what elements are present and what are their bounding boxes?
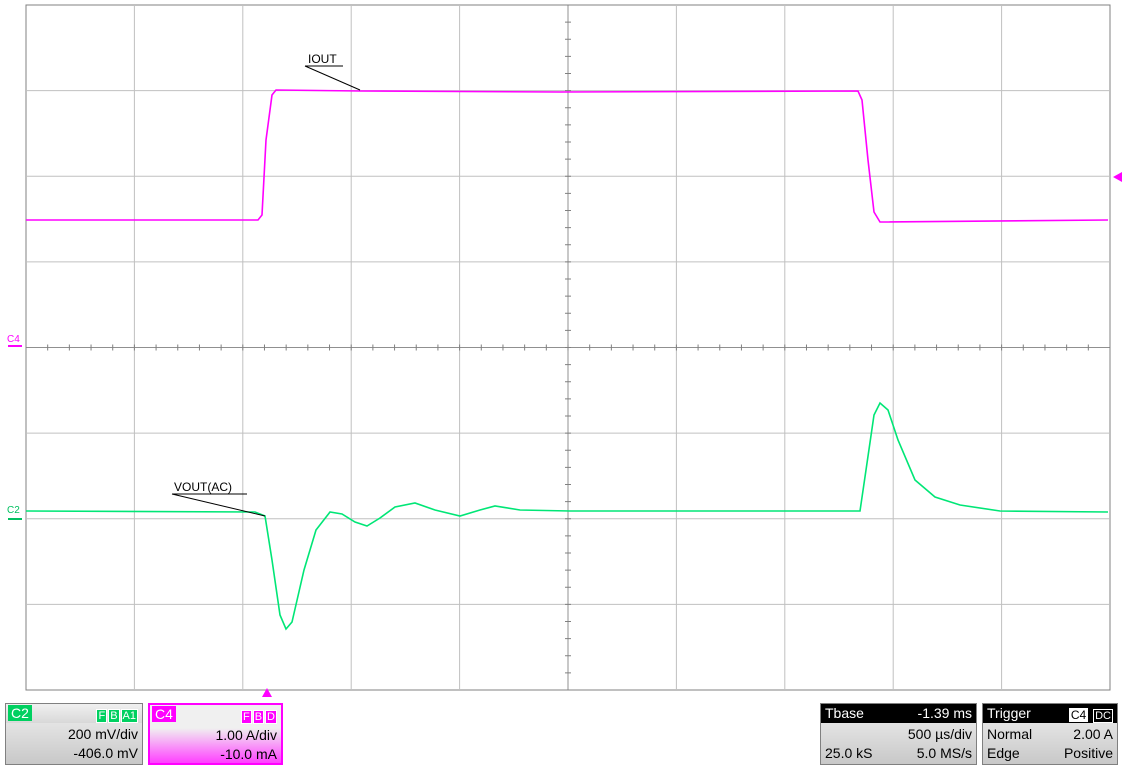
trigger-source: C4 DC: [1068, 706, 1113, 723]
c2-panel[interactable]: C2 F B A1 200 mV/div -406.0 mV: [5, 703, 143, 765]
trigger-level: 2.00 A: [1073, 726, 1113, 742]
c2-name: C2: [8, 705, 32, 721]
timebase-label: Tbase: [825, 705, 864, 721]
c4-offset: -10.0 mA: [220, 746, 277, 762]
flag: B: [252, 710, 265, 724]
c4-name: C4: [152, 706, 176, 722]
c2-header: C2 F B A1: [6, 704, 142, 723]
c2-marker: C2: [7, 505, 20, 516]
iout-leader: [304, 65, 361, 91]
c2-scale: 200 mV/div: [67, 726, 138, 742]
trigger-panel[interactable]: Trigger C4 DC Normal 2.00 A Edge Positiv…: [982, 703, 1118, 765]
timebase-samples: 25.0 kS: [825, 745, 873, 761]
trigger-coupling: DC: [1093, 709, 1113, 723]
timebase-header: Tbase -1.39 ms: [821, 704, 976, 723]
vout-trace: [25, 401, 1109, 631]
trigger-channel: C4: [1068, 708, 1089, 722]
display: IOUT VOUT(AC) C4 C2: [7, 4, 1122, 697]
trigger-slope: Positive: [1063, 745, 1113, 761]
iout-trace: [26, 89, 1109, 223]
timebase-scale: 500 µs/div: [907, 726, 972, 742]
c2-offset: -406.0 mV: [73, 745, 138, 761]
vout-leader: [171, 493, 266, 517]
iout-label: IOUT: [308, 52, 337, 66]
c2-flags: F B A1: [95, 706, 138, 723]
flag: B: [108, 709, 120, 723]
trigger-label: Trigger: [987, 705, 1031, 721]
flag: D: [265, 710, 277, 724]
timebase-rate: 5.0 MS/s: [916, 745, 972, 761]
trigger-header: Trigger C4 DC: [983, 704, 1117, 723]
trigger-mode: Normal: [987, 726, 1033, 742]
flag: A1: [120, 709, 138, 723]
c4-scale: 1.00 A/div: [215, 727, 278, 743]
trigger-level-marker: [1113, 172, 1122, 182]
flag: F: [240, 710, 252, 724]
timebase-panel[interactable]: Tbase -1.39 ms 500 µs/div 25.0 kS 5.0 MS…: [820, 703, 977, 765]
vout-label: VOUT(AC): [174, 480, 232, 494]
flag: F: [96, 709, 108, 723]
graticule: [25, 4, 1111, 691]
c4-marker: C4: [7, 334, 20, 345]
trigger-type: Edge: [987, 745, 1020, 761]
trigger-time-marker: [262, 688, 272, 697]
timebase-delay: -1.39 ms: [917, 705, 972, 721]
